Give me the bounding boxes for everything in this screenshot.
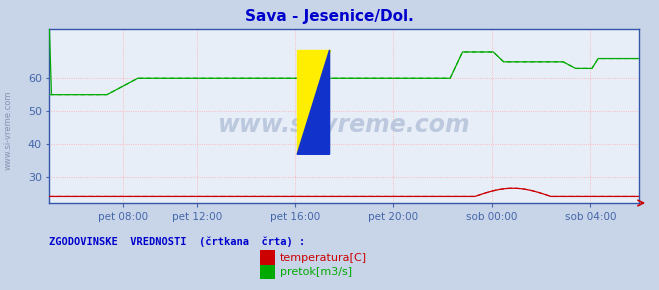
Text: pretok[m3/s]: pretok[m3/s]: [280, 267, 352, 277]
Text: Sava - Jesenice/Dol.: Sava - Jesenice/Dol.: [245, 9, 414, 24]
Text: www.si-vreme.com: www.si-vreme.com: [218, 113, 471, 137]
Polygon shape: [297, 50, 330, 154]
Text: temperatura[C]: temperatura[C]: [280, 253, 367, 262]
Polygon shape: [297, 50, 330, 154]
Text: www.si-vreme.com: www.si-vreme.com: [4, 91, 13, 170]
Text: ZGODOVINSKE  VREDNOSTI  (črtkana  črta) :: ZGODOVINSKE VREDNOSTI (črtkana črta) :: [49, 236, 306, 247]
